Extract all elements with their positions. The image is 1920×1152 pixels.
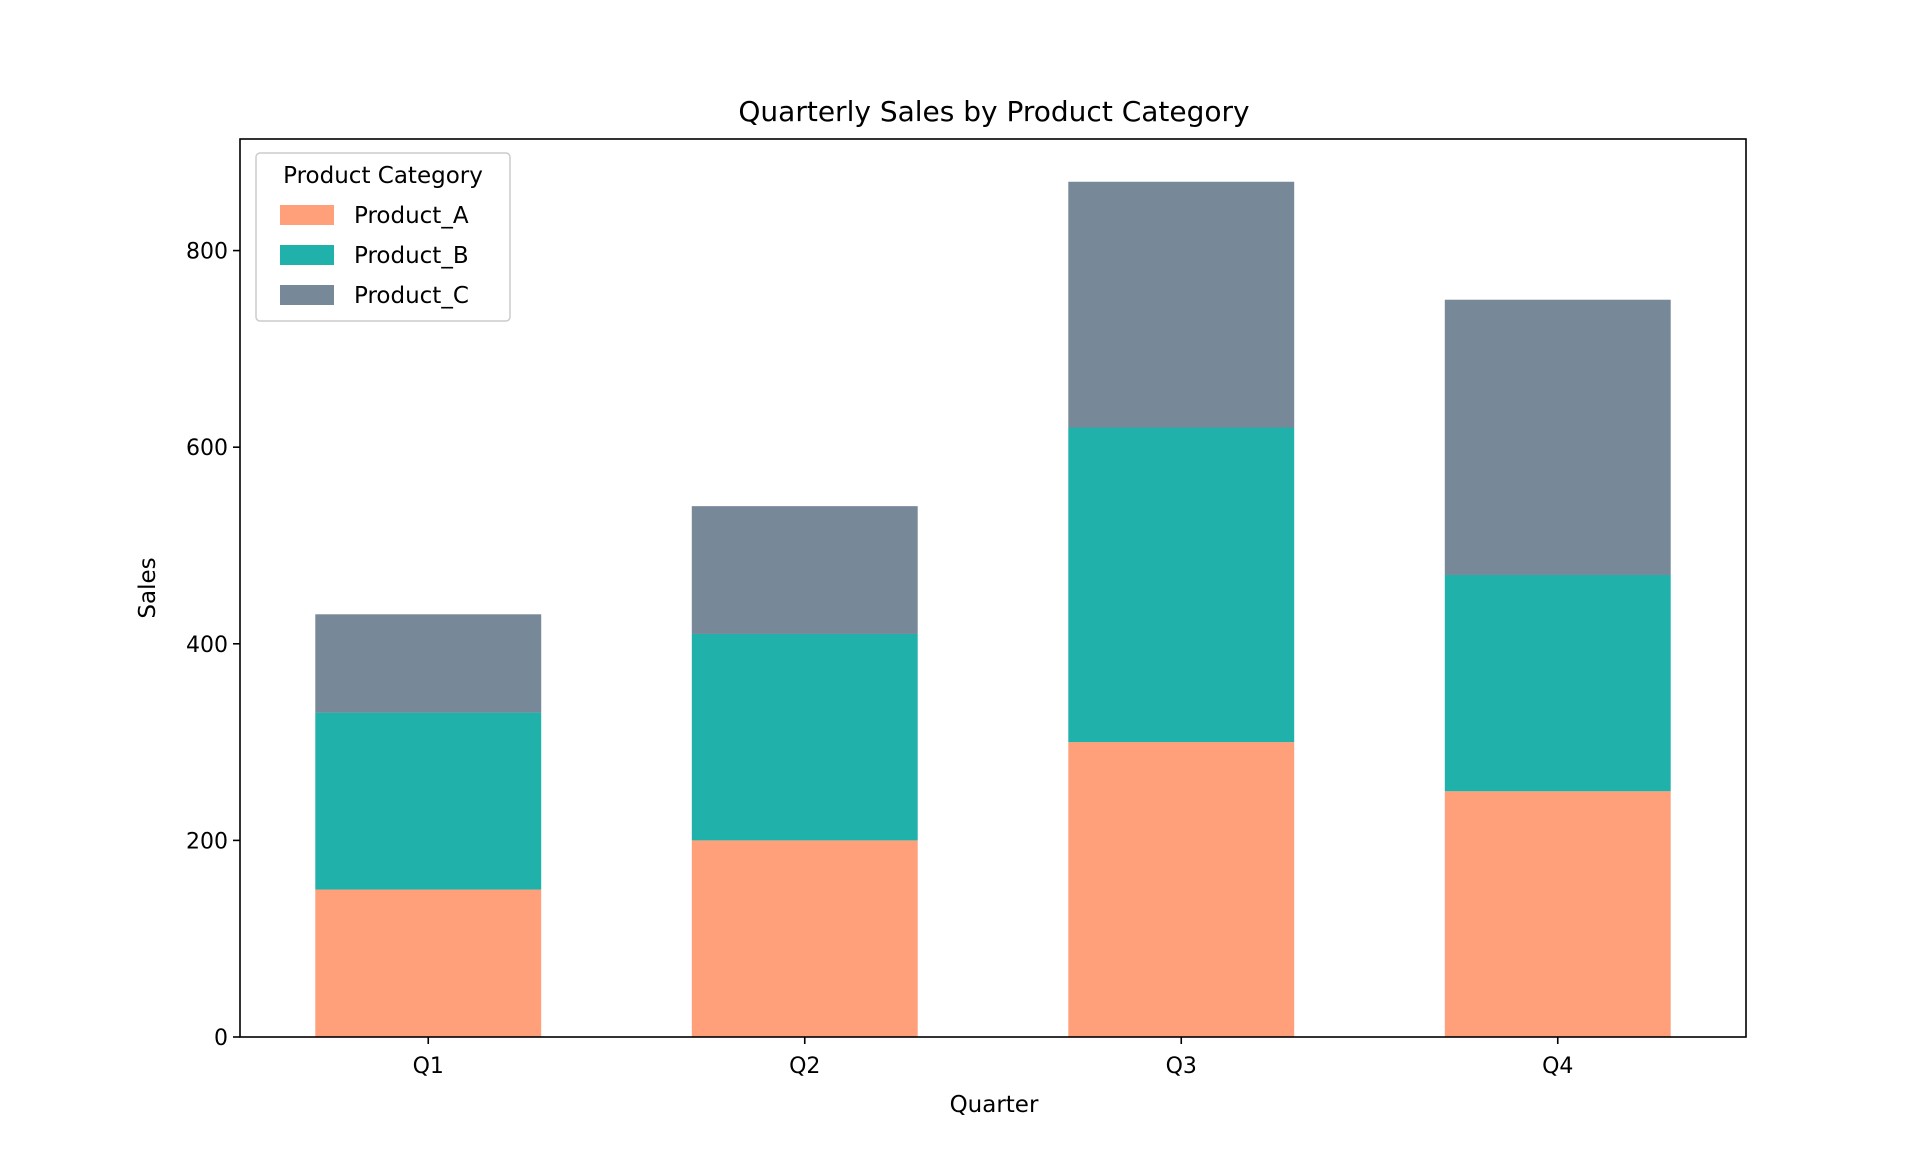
x-tick-label: Q2 [789,1054,820,1079]
legend-swatch-product-a [280,205,334,225]
legend-label-product-b: Product_B [354,243,469,269]
x-axis-title: Quarter [950,1092,1039,1118]
bar-product-c-q1 [315,614,542,713]
plot-frame [239,138,1747,1038]
y-tick-label: 200 [186,829,228,854]
y-axis: 0 200 400 600 800 [186,240,240,1051]
x-tick-label: Q3 [1166,1054,1197,1079]
bar-product-c-q3 [1068,181,1295,428]
y-tick-label: 600 [186,436,228,461]
chart-title: Quarterly Sales by Product Category [738,95,1249,128]
legend-title: Product Category [283,163,483,189]
legend: Product Category Product_A Product_B Produc… [255,152,511,322]
legend-label-product-a: Product_A [354,203,469,229]
bar-product-b-q4 [1444,574,1671,792]
bar-product-b-q1 [315,712,542,890]
legend-swatch-product-c [280,285,334,305]
bar-product-b-q3 [1068,427,1295,743]
x-tick-label: Q4 [1542,1054,1573,1079]
bar-product-a-q3 [1068,742,1295,1037]
x-axis: Q1 Q2 Q3 Q4 [413,1037,1573,1079]
bar-product-a-q2 [691,840,918,1037]
y-tick-label: 800 [186,240,228,265]
legend-box [255,152,511,322]
y-axis-title: Sales [135,557,161,618]
legend-label-product-c: Product_C [354,283,469,309]
bar-product-c-q4 [1444,299,1671,575]
bar-product-a-q4 [1444,791,1671,1037]
x-tick-label: Q1 [413,1054,444,1079]
bar-product-c-q2 [691,506,918,634]
legend-swatch-product-b [280,245,334,265]
y-tick-label: 400 [186,633,228,658]
bar-product-a-q1 [315,889,542,1037]
y-tick-label: 0 [214,1026,228,1051]
bars-group [315,181,1671,1037]
bar-product-b-q2 [691,633,918,841]
